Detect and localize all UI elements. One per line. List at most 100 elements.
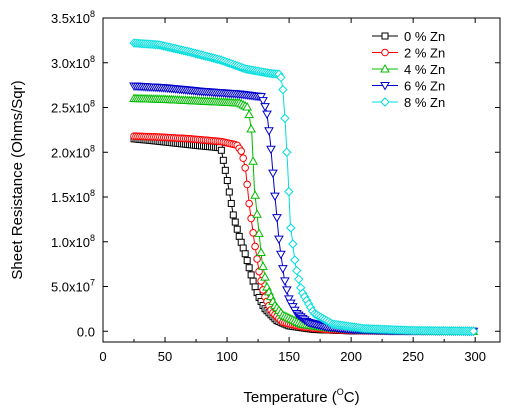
data-point <box>286 223 296 233</box>
data-point <box>243 257 251 265</box>
data-point <box>284 186 294 197</box>
x-tick-label: 0 <box>99 349 106 364</box>
axes-layer: 0 50 100 150 200 250 300 0.0 5.0x107 1.0x108 1.5x1… <box>51 9 501 364</box>
data-point <box>239 244 247 252</box>
legend-label: 6 % Zn <box>404 79 445 94</box>
legend-item: 6 % Zn <box>372 79 445 94</box>
series-circle <box>130 132 478 336</box>
data-point <box>229 211 237 219</box>
data-point <box>251 242 259 251</box>
y-tick-label: 1.0x108 <box>51 233 95 250</box>
data-point <box>248 156 258 165</box>
legend-marker <box>381 32 389 40</box>
data-point <box>245 199 253 208</box>
series-diamond <box>129 38 479 336</box>
data-point <box>251 283 259 291</box>
legend-label: 2 % Zn <box>404 46 445 61</box>
legend-label: 4 % Zn <box>404 62 445 77</box>
data-point <box>278 84 288 95</box>
data-point <box>260 272 270 281</box>
y-tick-label: 2.0x108 <box>51 143 95 160</box>
y-tick-label: 3.5x108 <box>51 9 95 26</box>
data-point <box>217 146 225 154</box>
legend-item: 4 % Zn <box>372 62 445 77</box>
data-point <box>244 109 255 119</box>
data-point <box>266 145 276 155</box>
series-square <box>130 135 477 335</box>
data-point <box>231 218 239 226</box>
data-point <box>272 214 282 223</box>
data-point <box>264 127 274 136</box>
data-point <box>246 123 256 133</box>
x-tick-label: 100 <box>216 349 238 364</box>
data-point <box>262 110 272 120</box>
legend-label: 8 % Zn <box>404 95 445 110</box>
data-point <box>243 180 251 189</box>
data-point <box>281 286 292 295</box>
y-tick-label: 1.5x108 <box>51 188 95 205</box>
data-point <box>274 235 284 245</box>
data-point <box>268 169 278 179</box>
data-point <box>223 177 231 185</box>
data-point <box>254 228 264 237</box>
data-point <box>219 156 227 164</box>
data-point <box>258 261 268 270</box>
x-axis-label-end: C) <box>344 389 360 406</box>
data-point <box>280 113 290 123</box>
x-tick-label: 200 <box>340 349 362 364</box>
data-point <box>280 277 290 286</box>
y-tick-label: 2.5x108 <box>51 99 95 116</box>
x-tick-label: 250 <box>402 349 424 364</box>
y-axis-label: Sheet Resistance (Ohms/Sqr) <box>9 80 26 279</box>
legend-marker <box>381 48 389 57</box>
data-point <box>235 232 243 240</box>
data-point <box>221 166 229 174</box>
y-tick-label: 0.0 <box>77 324 95 339</box>
data-point <box>270 192 280 202</box>
legend-marker <box>380 82 390 91</box>
data-point <box>247 271 255 279</box>
data-point <box>294 274 304 284</box>
data-point <box>249 229 257 237</box>
legend-marker <box>380 63 390 73</box>
data-point <box>242 101 253 111</box>
y-tick-label: 3.0x108 <box>51 54 95 71</box>
x-axis-label-sup: O <box>337 387 344 397</box>
data-point <box>278 265 288 274</box>
data-point <box>260 103 270 112</box>
legend-marker <box>380 97 390 107</box>
data-point <box>292 265 302 276</box>
legend-item: 2 % Zn <box>372 46 445 61</box>
data-point <box>233 225 241 233</box>
y-tick-label: 5.0x107 <box>51 278 95 295</box>
data-point <box>245 264 253 272</box>
data-point <box>282 147 292 157</box>
data-point <box>276 250 286 260</box>
data-point <box>258 97 268 106</box>
data-point <box>237 147 246 155</box>
legend-item: 0 % Zn <box>372 29 445 44</box>
legend: 0 % Zn 2 % Zn4 % Zn 6 % Zn8 % Zn <box>372 29 445 110</box>
data-point <box>276 72 286 83</box>
x-axis-label-main: Temperature ( <box>243 389 336 406</box>
x-tick-label: 300 <box>464 349 486 364</box>
data-point <box>253 255 261 263</box>
plot-frame <box>102 17 501 343</box>
data-point <box>250 190 260 199</box>
data-point <box>252 209 262 218</box>
legend-label: 0 % Zn <box>404 29 445 44</box>
data-point <box>225 188 233 196</box>
data-point <box>288 239 298 249</box>
data-point <box>227 199 235 207</box>
data-point <box>468 326 479 336</box>
legend-item: 8 % Zn <box>372 95 445 110</box>
data-point <box>239 154 247 163</box>
data-point <box>249 277 257 285</box>
data-point <box>241 163 249 172</box>
data-point <box>283 295 294 304</box>
x-tick-label: 50 <box>158 349 172 364</box>
data-layer <box>129 38 479 337</box>
data-point <box>290 255 300 265</box>
x-axis-label: Temperature (OC) <box>243 387 359 406</box>
